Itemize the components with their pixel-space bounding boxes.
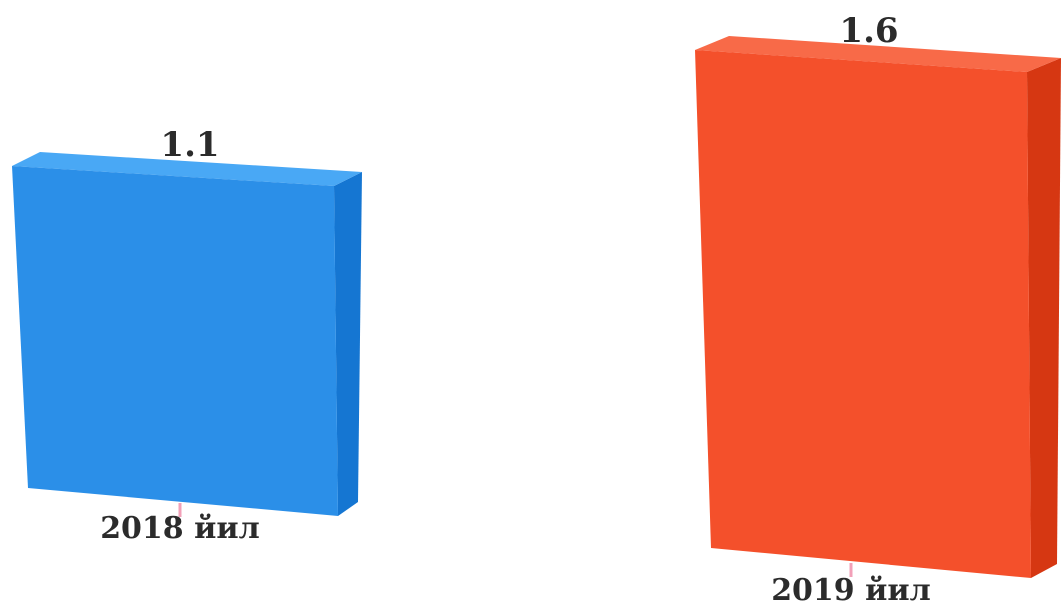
bar-2 [695, 36, 1061, 578]
data-label: 1.6 [839, 11, 898, 51]
data-label: 1.1 [160, 125, 219, 165]
bar-side-face [334, 172, 362, 516]
bars-layer [12, 36, 1061, 578]
bar-front-face [695, 50, 1031, 578]
bar-top-face [695, 36, 1061, 72]
labels-layer: 1.1 2018 йил 1.6 2019 йил [100, 11, 931, 606]
bar-front-face [12, 166, 338, 516]
bar-side-face [1027, 58, 1061, 578]
category-label: 2019 йил [771, 573, 931, 606]
category-label: 2018 йил [100, 511, 260, 546]
bar-1 [12, 152, 362, 516]
bar-top-face [12, 152, 362, 186]
